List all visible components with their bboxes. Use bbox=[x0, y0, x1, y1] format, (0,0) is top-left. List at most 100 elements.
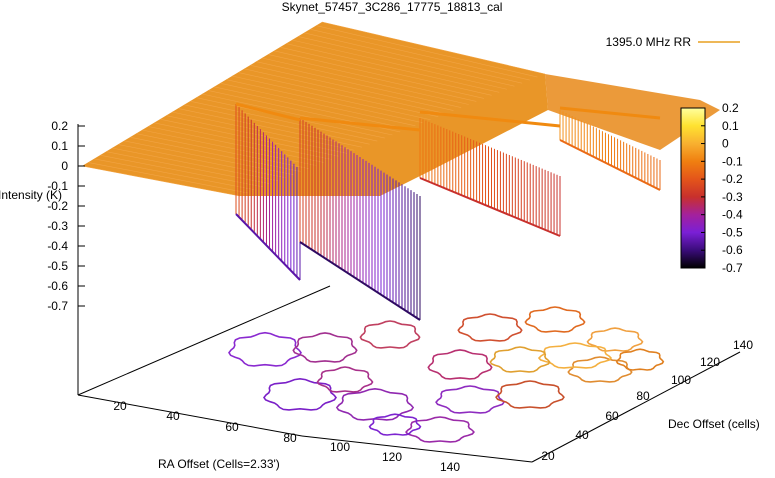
floor-contour bbox=[457, 313, 523, 342]
depression-center-curtain-rim bbox=[299, 241, 421, 321]
x-axis: 20 40 60 80 100 120 140 bbox=[113, 399, 460, 474]
depression-left-curtain-rim bbox=[235, 213, 301, 281]
floor-contour bbox=[524, 306, 586, 333]
legend: 1395.0 MHz RR bbox=[606, 35, 740, 49]
floor-contour bbox=[368, 413, 422, 436]
depression-right-curtain-rim bbox=[559, 139, 661, 191]
y-tick-label: 100 bbox=[671, 373, 691, 387]
floor-contour bbox=[228, 331, 302, 367]
z-axis: 0.2 0.1 0 -0.1 -0.2 -0.3 -0.4 -0.5 -0.6 -0.7 bbox=[47, 119, 85, 313]
colorbar-scale bbox=[680, 107, 706, 269]
plateau-mesh-line bbox=[303, 32, 523, 84]
floor-contour bbox=[435, 385, 505, 414]
floor-contour bbox=[489, 346, 551, 373]
z-tick-label: 0 bbox=[61, 159, 68, 173]
plateau-mesh-line bbox=[87, 162, 248, 194]
plateau-mesh-line bbox=[237, 72, 439, 117]
z-tick-label: 0.2 bbox=[51, 119, 68, 133]
axes-frame bbox=[77, 124, 741, 463]
floor-contour bbox=[537, 342, 613, 369]
plateau-mesh-line bbox=[321, 21, 546, 75]
plateau-mesh-line bbox=[141, 129, 317, 166]
plateau-mesh-line bbox=[279, 46, 492, 96]
z-tick-label: -0.3 bbox=[47, 219, 68, 233]
x-tick-label: 20 bbox=[113, 399, 127, 413]
z-tick-label: 0.1 bbox=[51, 139, 68, 153]
z-tick-label: -0.1 bbox=[47, 179, 68, 193]
x-axis-label: RA Offset (Cells=2.33') bbox=[158, 457, 280, 471]
plateau-mesh-line bbox=[273, 50, 485, 99]
colorbar-tick-label: -0.7 bbox=[722, 261, 743, 275]
floor-contour bbox=[335, 387, 415, 421]
z-tick-label: -0.2 bbox=[47, 199, 68, 213]
plateau-mesh-line bbox=[177, 108, 363, 148]
y-axis: 20 40 60 80 100 120 140 bbox=[541, 338, 753, 463]
plateau-mesh-line bbox=[219, 82, 416, 127]
plateau-mesh-line bbox=[165, 115, 347, 154]
y-tick-label: 60 bbox=[605, 409, 619, 423]
plateau-mesh-line bbox=[291, 39, 507, 90]
y-tick-label: 20 bbox=[541, 449, 555, 463]
colorbar-tick-label: 0 bbox=[722, 137, 729, 151]
floor-edge-front bbox=[301, 435, 533, 463]
plateau-mesh-line bbox=[93, 158, 256, 191]
floor-contour bbox=[263, 377, 337, 411]
plateau-mesh-line bbox=[105, 151, 271, 185]
plateau-right bbox=[545, 74, 720, 150]
plateau-mesh-line bbox=[285, 43, 500, 93]
y-tick-label: 140 bbox=[733, 338, 753, 352]
plateau-mesh-line bbox=[201, 93, 393, 136]
plateau-mesh-line bbox=[267, 54, 477, 102]
legend-label: 1395.0 MHz RR bbox=[606, 35, 692, 49]
y-tick-label: 120 bbox=[700, 355, 720, 369]
colorbar-tick-label: -0.6 bbox=[722, 243, 743, 257]
z-tick-label: -0.4 bbox=[47, 239, 68, 253]
x-tick-label: 100 bbox=[330, 440, 350, 454]
y-tick-label: 80 bbox=[636, 389, 650, 403]
floor-edge-right bbox=[531, 351, 741, 463]
colorbar: 0.2 0.1 0 -0.1 -0.2 -0.3 -0.4 -0.5 -0.6 -0.7 bbox=[680, 101, 743, 275]
depression-top-rim bbox=[559, 106, 661, 120]
floor-contour bbox=[427, 349, 493, 380]
colorbar-tick-label: -0.4 bbox=[722, 208, 743, 222]
colorbar-tick-label: -0.5 bbox=[722, 225, 743, 239]
plateau-mesh-line bbox=[213, 86, 408, 130]
plateau-mesh-line bbox=[315, 25, 538, 78]
colorbar-tick-label: -0.1 bbox=[722, 154, 743, 168]
floor-contour bbox=[405, 416, 475, 443]
floor-contour bbox=[359, 320, 421, 349]
plateau-mesh-line bbox=[135, 133, 309, 169]
floor-contour bbox=[292, 332, 358, 363]
plateau-mesh-line bbox=[261, 57, 469, 105]
floor-contour bbox=[495, 380, 565, 409]
floor-contour bbox=[615, 348, 665, 371]
z-tick-label: -0.6 bbox=[47, 279, 68, 293]
depression-top-rim bbox=[419, 110, 561, 128]
x-tick-label: 40 bbox=[166, 409, 180, 423]
plateau-mesh-line bbox=[225, 79, 424, 124]
plateau-mesh-line bbox=[153, 122, 332, 160]
depression-center-right-curtain-rim bbox=[419, 177, 561, 237]
colorbar-tick-label: 0.2 bbox=[722, 101, 739, 115]
depression-top-rim bbox=[299, 116, 421, 132]
plateau-mesh-line bbox=[309, 28, 530, 81]
plateau-mesh-line bbox=[123, 140, 294, 175]
z-tick-label: -0.5 bbox=[47, 259, 68, 273]
z-tick-label: -0.7 bbox=[47, 299, 68, 313]
plateau-mesh-line bbox=[111, 147, 279, 182]
colorbar-tick-label: -0.3 bbox=[722, 190, 743, 204]
plateau-mesh-line bbox=[297, 36, 515, 87]
chart-title: Skynet_57457_3C286_17775_18813_cal bbox=[282, 0, 503, 14]
floor-contour bbox=[586, 327, 644, 352]
z-axis-label: Intensity (K) bbox=[0, 188, 62, 202]
depression-top-rim bbox=[235, 102, 301, 122]
colorbar-tick-label: 0.1 bbox=[722, 119, 739, 133]
floor-edge-left bbox=[77, 394, 303, 437]
y-tick-label: 40 bbox=[575, 428, 589, 442]
x-tick-label: 140 bbox=[440, 460, 460, 474]
floor-contour bbox=[567, 356, 633, 383]
x-tick-label: 60 bbox=[225, 420, 239, 434]
plateau-mesh-line bbox=[243, 68, 446, 114]
